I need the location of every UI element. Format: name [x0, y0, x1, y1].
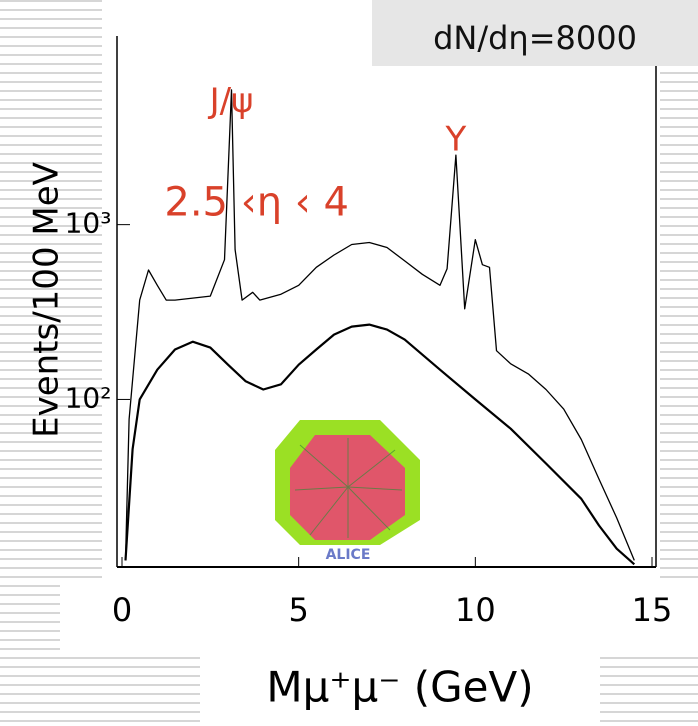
title-box [372, 0, 698, 66]
annotation: 2.5 ‹η ‹ 4 [164, 180, 349, 226]
y-axis-label: Events/100 MeV [27, 162, 67, 438]
x-tick-label: 10 [455, 591, 496, 629]
x-axis-label: Mμ⁺μ⁻ (GeV) [266, 663, 533, 712]
tick-panel [60, 580, 698, 652]
y-tick-label: 10³ [65, 207, 112, 240]
annotation: Υ [445, 120, 467, 160]
alice-logo: ALICE [275, 420, 420, 563]
x-tick-label: 0 [112, 591, 132, 629]
xlabel-panel [200, 652, 600, 726]
x-tick-label: 5 [288, 591, 308, 629]
y-tick-label: 10² [65, 381, 112, 414]
annotation: J/ψ [208, 81, 254, 121]
logo-text: ALICE [326, 547, 371, 563]
series-line [124, 89, 635, 561]
series-line [124, 323, 636, 566]
chart-title: dN/dη=8000 [433, 19, 637, 57]
x-tick-label: 15 [632, 591, 673, 629]
